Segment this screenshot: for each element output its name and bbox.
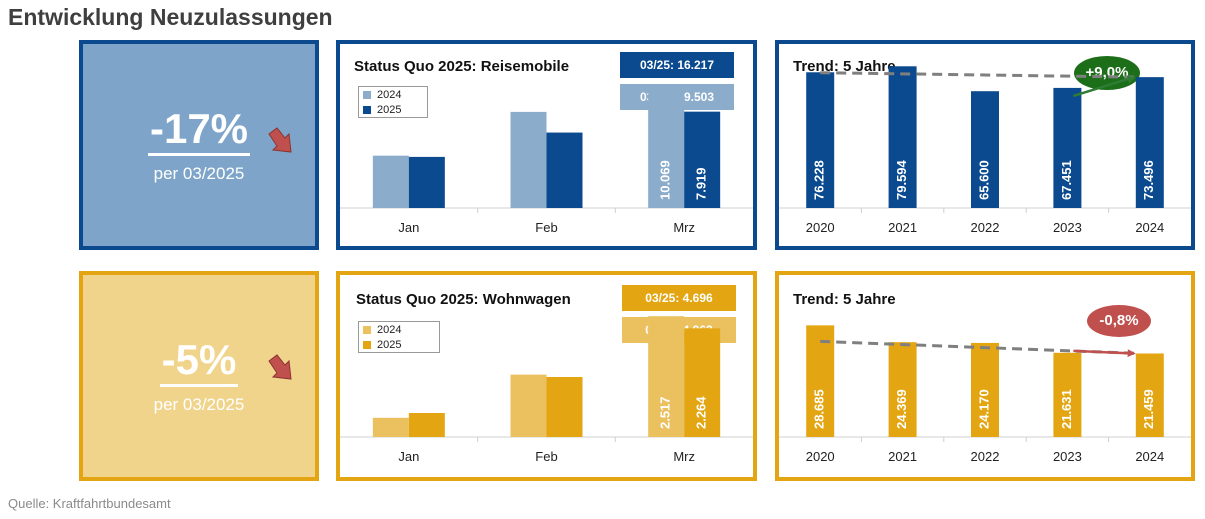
bar-data-label: 24.170 (976, 389, 991, 429)
bar-2020 (806, 325, 835, 437)
legend-label: 2024 (377, 88, 402, 101)
kpi-value: -5% (159, 337, 239, 387)
legend-label: 2025 (377, 338, 402, 351)
bar-2022 (971, 91, 999, 208)
trend-panel-wohnwagen: Trend: 5 Jahre -0,8% 28.685 2020 24.369 202… (775, 271, 1195, 481)
legend-swatch (363, 325, 371, 334)
bar-data-label: 73.496 (1141, 160, 1156, 200)
trend-line (820, 71, 1140, 79)
bar-data-label: 2.517 (658, 396, 673, 429)
trend-arrow-head (1126, 75, 1136, 84)
bar-2021 (888, 342, 917, 437)
bar-2020 (806, 72, 835, 208)
kpi-wohnwagen: -5% per 03/2025 (79, 271, 319, 481)
kpi-value: -17% (147, 106, 251, 156)
x-tick-label: 2020 (806, 220, 835, 235)
bar-data-label: 79.594 (894, 159, 909, 200)
bar-2023 (1053, 87, 1082, 208)
tag-current: 03/25: 4.696 (622, 285, 736, 311)
kpi-reisemobile: -17% per 03/2025 (79, 40, 319, 250)
bar-Jan-2025 (408, 156, 445, 208)
panel-title: Trend: 5 Jahre (793, 58, 896, 75)
bar-data-label: 76.228 (812, 160, 827, 200)
x-tick-label: 2023 (1053, 449, 1082, 464)
legend-label: 2024 (377, 323, 402, 336)
bar-data-label: 21.631 (1059, 389, 1074, 429)
x-tick-label: Feb (535, 220, 557, 235)
bar-chart-wohnwagen-monthly: Jan Feb 2.517 2.264 Mrz (340, 316, 753, 464)
bar-Jan-2025 (408, 413, 445, 437)
trend-badge: +9,0% (1074, 56, 1140, 90)
x-tick-label: 2022 (971, 449, 1000, 464)
bar-data-label: 24.369 (894, 389, 909, 429)
bar-data-label: 65.600 (976, 160, 991, 200)
bar-2022 (971, 342, 999, 437)
bar-Feb-2025 (546, 132, 583, 208)
bar-data-label: 67.451 (1059, 160, 1074, 200)
legend-item-2024: 2024 (359, 87, 427, 102)
trend-arrow (1073, 75, 1135, 98)
trend-panel-reisemobile: Trend: 5 Jahre +9,0% 76.228 2020 79.594 202… (775, 40, 1195, 250)
status-panel-reisemobile: Status Quo 2025: Reisemobile 03/25: 16.2… (336, 40, 757, 250)
legend-item-2024: 2024 (359, 322, 439, 337)
source-note: Quelle: Kraftfahrtbundesamt (8, 496, 171, 511)
legend-item-2025: 2025 (359, 102, 427, 117)
bar-chart-reisemobile-trend: 76.228 2020 79.594 2021 65.600 2022 67.451 2023… (779, 66, 1191, 235)
bar-data-label: 2.264 (694, 396, 709, 429)
bar-Jan-2024 (372, 417, 409, 437)
trend-arrow (1073, 349, 1134, 355)
tag-current: 03/25: 16.217 (620, 52, 734, 78)
x-tick-label: 2022 (971, 220, 1000, 235)
bar-Mrz-2024 (648, 85, 685, 208)
bar-chart-wohnwagen-trend: 28.685 2020 24.369 2021 24.170 2022 21.631 2023… (779, 325, 1191, 464)
legend-label: 2025 (377, 103, 402, 116)
panel-title: Trend: 5 Jahre (793, 291, 896, 308)
trend-badge: -0,8% (1087, 305, 1151, 337)
legend-swatch (363, 105, 371, 114)
trend-arrow-head (1127, 349, 1136, 358)
bar-Mrz-2025 (684, 328, 721, 437)
bar-2021 (888, 66, 917, 209)
down-arrow-icon (268, 127, 292, 153)
bar-chart-reisemobile-monthly: Jan Feb 10.069 7.919 Mrz (340, 85, 753, 235)
x-tick-label: Jan (398, 220, 419, 235)
x-tick-label: Feb (535, 449, 557, 464)
panel-title: Status Quo 2025: Wohnwagen (356, 291, 571, 308)
chart-legend: 2024 2025 (358, 86, 428, 118)
chart-legend: 2024 2025 (358, 321, 440, 353)
trend-line (820, 339, 1140, 355)
bar-Feb-2024 (510, 374, 547, 437)
bar-Mrz-2024 (648, 316, 685, 437)
legend-swatch (363, 90, 371, 99)
legend-item-2025: 2025 (359, 337, 439, 352)
bar-2024 (1135, 77, 1164, 208)
x-tick-label: 2024 (1135, 449, 1164, 464)
down-arrow-icon (268, 354, 292, 380)
kpi-subtitle: per 03/2025 (153, 163, 245, 183)
bar-Mrz-2025 (684, 111, 721, 208)
kpi-subtitle: per 03/2025 (153, 394, 245, 414)
bar-data-label: 28.685 (812, 389, 827, 429)
bar-data-label: 21.459 (1141, 389, 1156, 429)
panel-title: Status Quo 2025: Reisemobile (354, 58, 570, 75)
x-tick-label: Mrz (673, 449, 695, 464)
x-tick-label: 2021 (888, 449, 917, 464)
page-title: Entwicklung Neuzulassungen (8, 4, 333, 30)
x-tick-label: 2023 (1053, 220, 1082, 235)
legend-swatch (363, 340, 371, 349)
bar-data-label: 7.919 (694, 167, 709, 200)
bar-2023 (1053, 352, 1082, 437)
x-tick-label: 2020 (806, 449, 835, 464)
x-tick-label: 2021 (888, 220, 917, 235)
bar-Jan-2024 (372, 155, 409, 208)
bar-2024 (1135, 353, 1164, 437)
x-tick-label: Jan (398, 449, 419, 464)
x-tick-label: Mrz (673, 220, 695, 235)
x-tick-label: 2024 (1135, 220, 1164, 235)
bar-Feb-2025 (546, 377, 583, 437)
status-panel-wohnwagen: Status Quo 2025: Wohnwagen 03/25: 4.696 … (336, 271, 757, 481)
bar-data-label: 10.069 (658, 160, 673, 200)
bar-Feb-2024 (510, 111, 547, 208)
